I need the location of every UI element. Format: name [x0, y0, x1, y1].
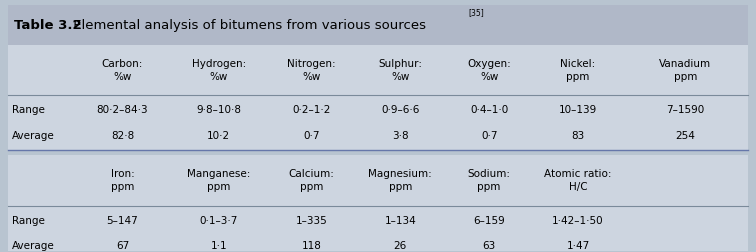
Text: 9·8–10·8: 9·8–10·8 — [197, 105, 241, 115]
Text: 0·7: 0·7 — [303, 131, 320, 141]
Text: 1·1: 1·1 — [210, 241, 227, 251]
Text: Calcium:
ppm: Calcium: ppm — [288, 169, 334, 192]
Text: Magnesium:
ppm: Magnesium: ppm — [368, 169, 432, 192]
Text: 118: 118 — [302, 241, 321, 251]
Text: 1–134: 1–134 — [384, 215, 416, 226]
Text: 1–335: 1–335 — [296, 215, 327, 226]
Text: 83: 83 — [572, 131, 584, 141]
Text: 1·47: 1·47 — [566, 241, 590, 251]
Text: [35]: [35] — [468, 9, 484, 18]
Text: Average: Average — [12, 131, 55, 141]
FancyBboxPatch shape — [8, 206, 748, 252]
Text: 1·42–1·50: 1·42–1·50 — [552, 215, 604, 226]
Text: 80·2–84·3: 80·2–84·3 — [97, 105, 148, 115]
Text: 6–159: 6–159 — [473, 215, 505, 226]
Text: 0·7: 0·7 — [481, 131, 497, 141]
Text: Manganese:
ppm: Manganese: ppm — [187, 169, 250, 192]
Text: 63: 63 — [482, 241, 496, 251]
Text: Range: Range — [12, 215, 45, 226]
Text: Table 3.2: Table 3.2 — [14, 19, 81, 32]
Text: Oxygen:
%w: Oxygen: %w — [467, 59, 511, 82]
FancyBboxPatch shape — [8, 155, 748, 206]
FancyBboxPatch shape — [8, 5, 748, 45]
Text: Sodium:
ppm: Sodium: ppm — [468, 169, 510, 192]
Text: Iron:
ppm: Iron: ppm — [110, 169, 135, 192]
Text: 26: 26 — [394, 241, 407, 251]
FancyBboxPatch shape — [8, 45, 748, 95]
Text: 254: 254 — [676, 131, 696, 141]
Text: Nitrogen:
%w: Nitrogen: %w — [287, 59, 336, 82]
Text: Atomic ratio:
H/C: Atomic ratio: H/C — [544, 169, 612, 192]
Text: Elemental analysis of bitumens from various sources: Elemental analysis of bitumens from vari… — [69, 19, 426, 32]
Text: 10–139: 10–139 — [559, 105, 597, 115]
FancyBboxPatch shape — [8, 150, 748, 155]
Text: 3·8: 3·8 — [392, 131, 408, 141]
Text: Average: Average — [12, 241, 55, 251]
Text: 0·4–1·0: 0·4–1·0 — [470, 105, 508, 115]
Text: Sulphur:
%w: Sulphur: %w — [378, 59, 423, 82]
Text: Hydrogen:
%w: Hydrogen: %w — [191, 59, 246, 82]
FancyBboxPatch shape — [8, 95, 748, 150]
Text: 7–1590: 7–1590 — [666, 105, 705, 115]
Text: Carbon:
%w: Carbon: %w — [102, 59, 143, 82]
Text: 5–147: 5–147 — [107, 215, 138, 226]
Text: 82·8: 82·8 — [111, 131, 134, 141]
Text: 10·2: 10·2 — [207, 131, 231, 141]
Text: Range: Range — [12, 105, 45, 115]
Text: 0·2–1·2: 0·2–1·2 — [292, 105, 330, 115]
Text: Nickel:
ppm: Nickel: ppm — [560, 59, 596, 82]
Text: 0·9–6·6: 0·9–6·6 — [381, 105, 420, 115]
Text: 0·1–3·7: 0·1–3·7 — [200, 215, 238, 226]
Text: 67: 67 — [116, 241, 129, 251]
Text: Vanadium
ppm: Vanadium ppm — [659, 59, 711, 82]
